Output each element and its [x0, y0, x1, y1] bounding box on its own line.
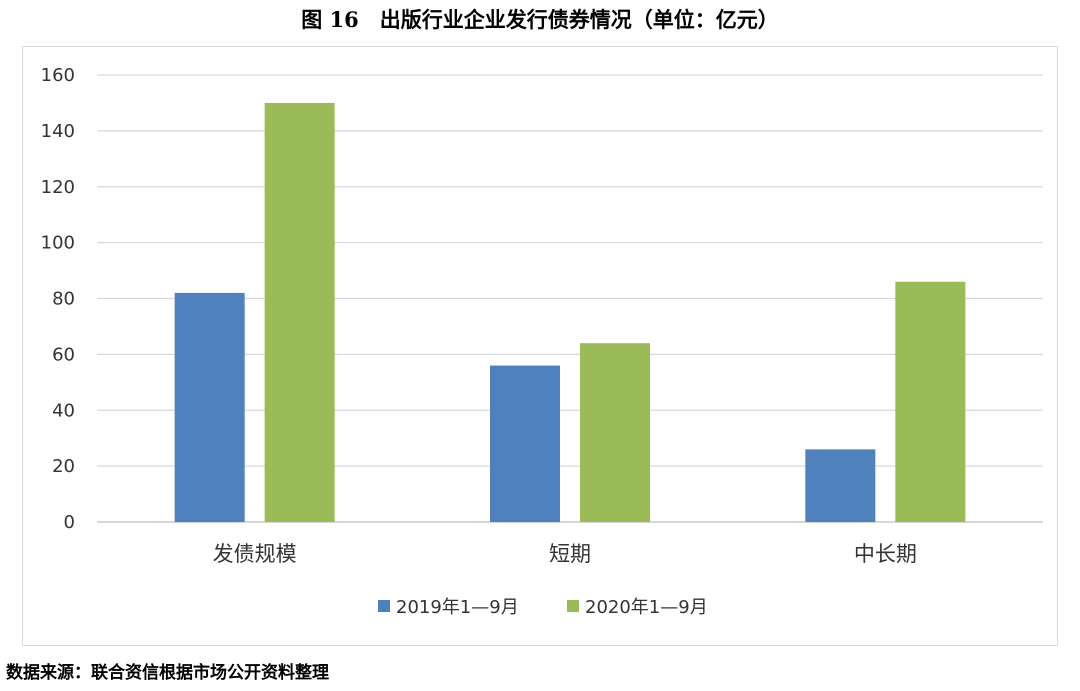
y-tick-label: 160: [41, 65, 75, 86]
x-category-label: 发债规模: [213, 542, 297, 566]
y-tick-label: 80: [52, 289, 75, 310]
bar: [264, 102, 335, 522]
x-category-label: 中长期: [854, 542, 917, 566]
legend-swatch: [378, 600, 390, 612]
bar: [805, 449, 876, 522]
legend: 2019年1—9月 2020年1—9月: [378, 597, 708, 618]
chart-frame: [22, 46, 1058, 646]
legend-label: 2020年1—9月: [585, 597, 708, 618]
bar: [580, 343, 650, 522]
data-source-note: 数据来源：联合资信根据市场公开资料整理: [6, 663, 329, 683]
x-axis-labels: 发债规模 短期 中长期: [213, 542, 917, 566]
bar: [174, 292, 245, 522]
bars: [174, 102, 966, 522]
y-tick-label: 0: [64, 512, 75, 533]
chart-title: 图 16 出版行业企业发行债券情况（单位：亿元）: [301, 7, 779, 32]
y-tick-label: 120: [41, 177, 75, 198]
x-category-label: 短期: [549, 542, 591, 566]
bar: [895, 281, 966, 522]
y-tick-label: 60: [52, 344, 75, 365]
y-tick-label: 100: [41, 233, 75, 254]
y-axis-ticks: 0 20 40 60 80 100 120 140 160: [41, 65, 75, 533]
gridlines: [97, 74, 1043, 523]
y-tick-label: 40: [52, 400, 75, 421]
legend-label: 2019年1—9月: [396, 597, 519, 618]
y-tick-label: 140: [41, 121, 75, 142]
y-tick-label: 20: [52, 456, 75, 477]
bar: [490, 365, 560, 522]
legend-swatch: [567, 600, 579, 612]
